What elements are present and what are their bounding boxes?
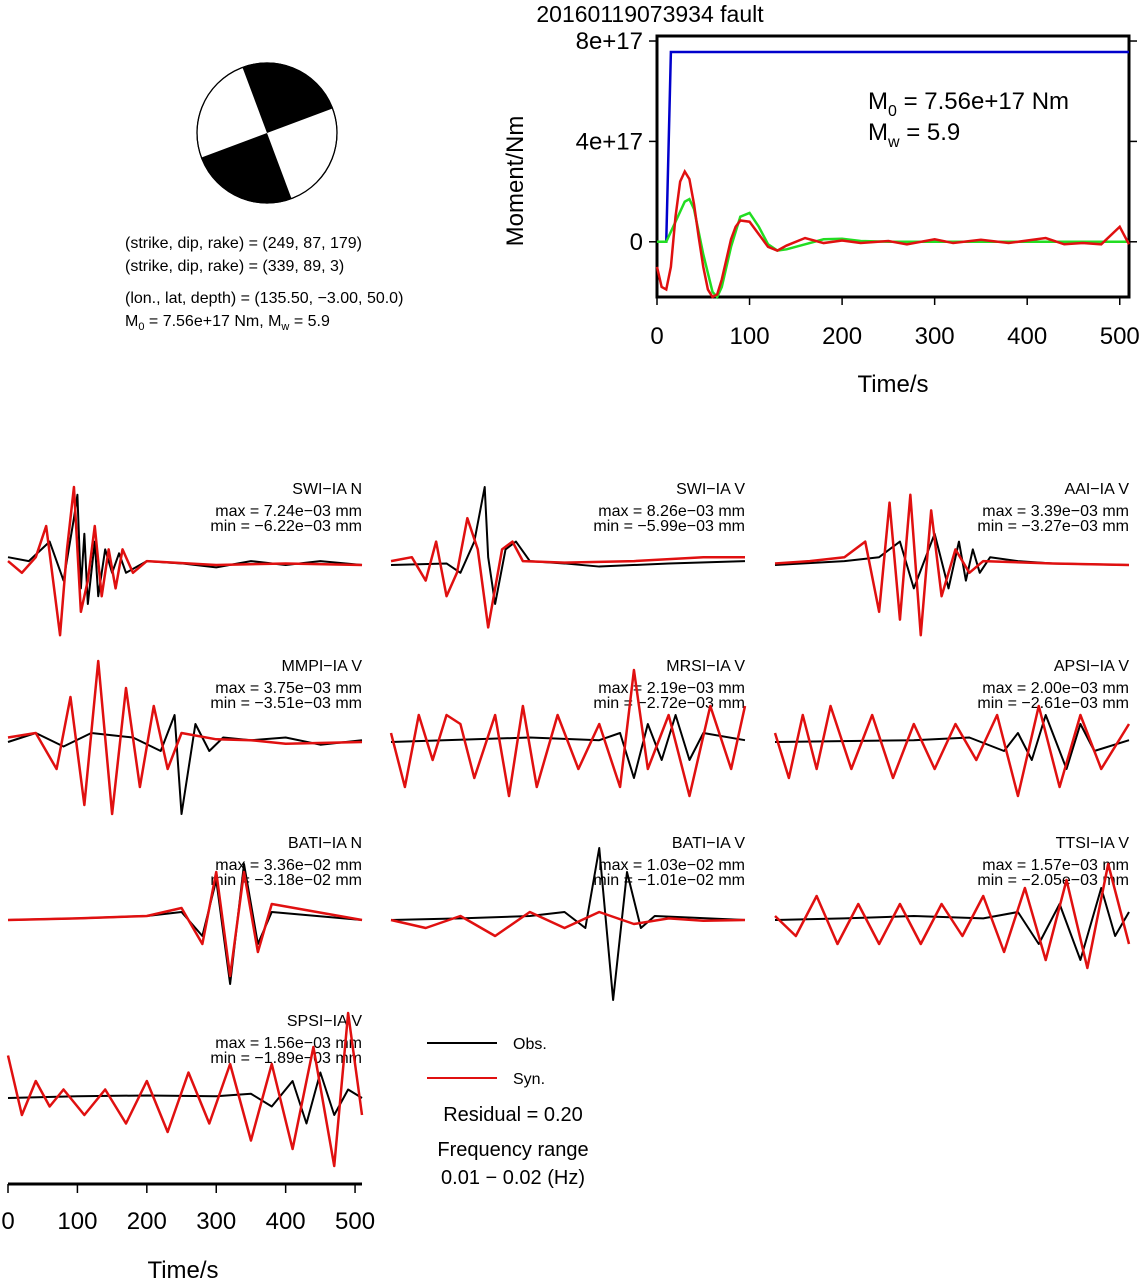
synthetic-trace: [7, 485, 363, 637]
waveform-xtick-label: 400: [266, 1208, 306, 1235]
moment-xtick-label: 500: [1100, 323, 1140, 350]
station-label: BATI−IA N: [288, 835, 362, 852]
legend-obs-label: Obs.: [513, 1036, 547, 1053]
station-min: min = −1.01e−02 mm: [593, 872, 745, 889]
moment-xtick-label: 300: [915, 323, 955, 350]
moment-chart: 0 100 200 300 400 500 0 4e+17 8e+17 Moment/Nm Ti…: [502, 28, 1140, 398]
synthetic-trace: [389, 668, 747, 798]
residual-label: Residual = 0.20: [443, 1104, 583, 1126]
moment-ylabel: Moment/Nm: [502, 116, 529, 247]
station-max: max = 8.26e−03 mm: [598, 503, 745, 520]
figure-title: 20160119073934 fault: [536, 1, 764, 27]
station-max: max = 3.39e−03 mm: [982, 503, 1129, 520]
moment-plot-frame: [655, 34, 1131, 299]
station-min: min = −6.22e−03 mm: [210, 518, 362, 535]
station-max: max = 1.57e−03 mm: [982, 857, 1129, 874]
station-label: BATI−IA V: [672, 835, 745, 852]
station-label: MRSI−IA V: [666, 658, 745, 675]
station-max: max = 2.00e−03 mm: [982, 680, 1129, 697]
moment-xtick-label: 0: [650, 323, 663, 350]
waveform-xtick-label: 300: [196, 1208, 236, 1235]
focal-params-line4: M0 = 7.56e+17 Nm, Mw = 5.9: [125, 313, 330, 333]
station-max: max = 1.03e−02 mm: [598, 857, 745, 874]
observed-trace: [390, 714, 746, 779]
legend-syn-label: Syn.: [513, 1071, 545, 1088]
synthetic-trace: [390, 910, 746, 938]
moment-m0-label: M0 = 7.56e+17 Nm: [868, 88, 1069, 120]
waveform-xlabel: Time/s: [147, 1257, 218, 1281]
moment-xtick-label: 400: [1007, 323, 1047, 350]
station-max: max = 3.36e−02 mm: [215, 857, 362, 874]
moment-ytick-label: 4e+17: [576, 128, 643, 155]
station-min: min = −3.51e−03 mm: [210, 695, 362, 712]
focal-params-line1: (strike, dip, rake) = (249, 87, 179): [125, 235, 362, 252]
waveform-xtick-label: 0: [1, 1208, 14, 1235]
waveform-time-axis: Time/s 0 100 200 300 400 500: [1, 1182, 375, 1281]
waveform-xtick-label: 200: [127, 1208, 167, 1235]
freq-range-title: Frequency range: [437, 1139, 588, 1161]
freq-range-value: 0.01 − 0.02 (Hz): [441, 1167, 585, 1189]
station-min: min = −2.61e−03 mm: [977, 695, 1129, 712]
synthetic-trace: [6, 1011, 364, 1168]
moment-mw-label: Mw = 5.9: [868, 119, 960, 151]
waveform-xtick-label: 100: [57, 1208, 97, 1235]
moment-ytick-label: 8e+17: [576, 28, 643, 55]
waveform-xtick-label: 500: [335, 1208, 375, 1235]
synthetic-trace: [774, 862, 1131, 970]
observed-trace: [7, 714, 363, 815]
synthetic-trace: [390, 516, 745, 629]
station-min: min = −2.72e−03 mm: [593, 695, 745, 712]
station-max: max = 1.56e−03 mm: [215, 1035, 362, 1052]
observed-trace: [774, 887, 1130, 961]
focal-mechanism-beachball: [196, 62, 338, 204]
station-label: MMPI−IA V: [282, 658, 363, 675]
station-min: min = −3.27e−03 mm: [977, 518, 1129, 535]
moment-xlabel: Time/s: [857, 371, 928, 398]
station-label: AAI−IA V: [1065, 481, 1130, 498]
station-label: APSI−IA V: [1054, 658, 1129, 675]
station-label: TTSI−IA V: [1056, 835, 1130, 852]
focal-params-line2: (strike, dip, rake) = (339, 89, 3): [125, 258, 344, 275]
station-min: min = −2.05e−03 mm: [977, 872, 1129, 889]
observed-trace: [774, 714, 1130, 770]
station-label: SWI−IA V: [676, 481, 745, 498]
moment-xtick-label: 100: [730, 323, 770, 350]
synthetic-trace: [774, 493, 1130, 637]
station-max: max = 7.24e−03 mm: [215, 503, 362, 520]
observed-trace: [390, 847, 746, 1001]
station-min: min = −5.99e−03 mm: [593, 518, 745, 535]
synthetic-trace: [773, 704, 1131, 798]
synthetic-trace: [7, 659, 363, 816]
station-label: SPSI−IA V: [287, 1013, 362, 1030]
waveform-legend: Obs. Syn. Residual = 0.20 Frequency rang…: [427, 1036, 589, 1189]
observed-trace: [390, 486, 746, 605]
station-label: SWI−IA N: [292, 481, 362, 498]
station-min: min = −1.89e−03 mm: [210, 1050, 362, 1067]
focal-params-line3: (lon., lat, depth) = (135.50, −3.00, 50.…: [125, 290, 403, 307]
synthetic-trace: [7, 870, 363, 978]
station-min: min = −3.18e−02 mm: [210, 872, 362, 889]
moment-xtick-label: 200: [822, 323, 862, 350]
station-max: max = 3.75e−03 mm: [215, 680, 362, 697]
moment-rate-red-line: [655, 168, 1131, 299]
observed-trace: [7, 1071, 363, 1125]
moment-ytick-label: 0: [630, 229, 643, 256]
